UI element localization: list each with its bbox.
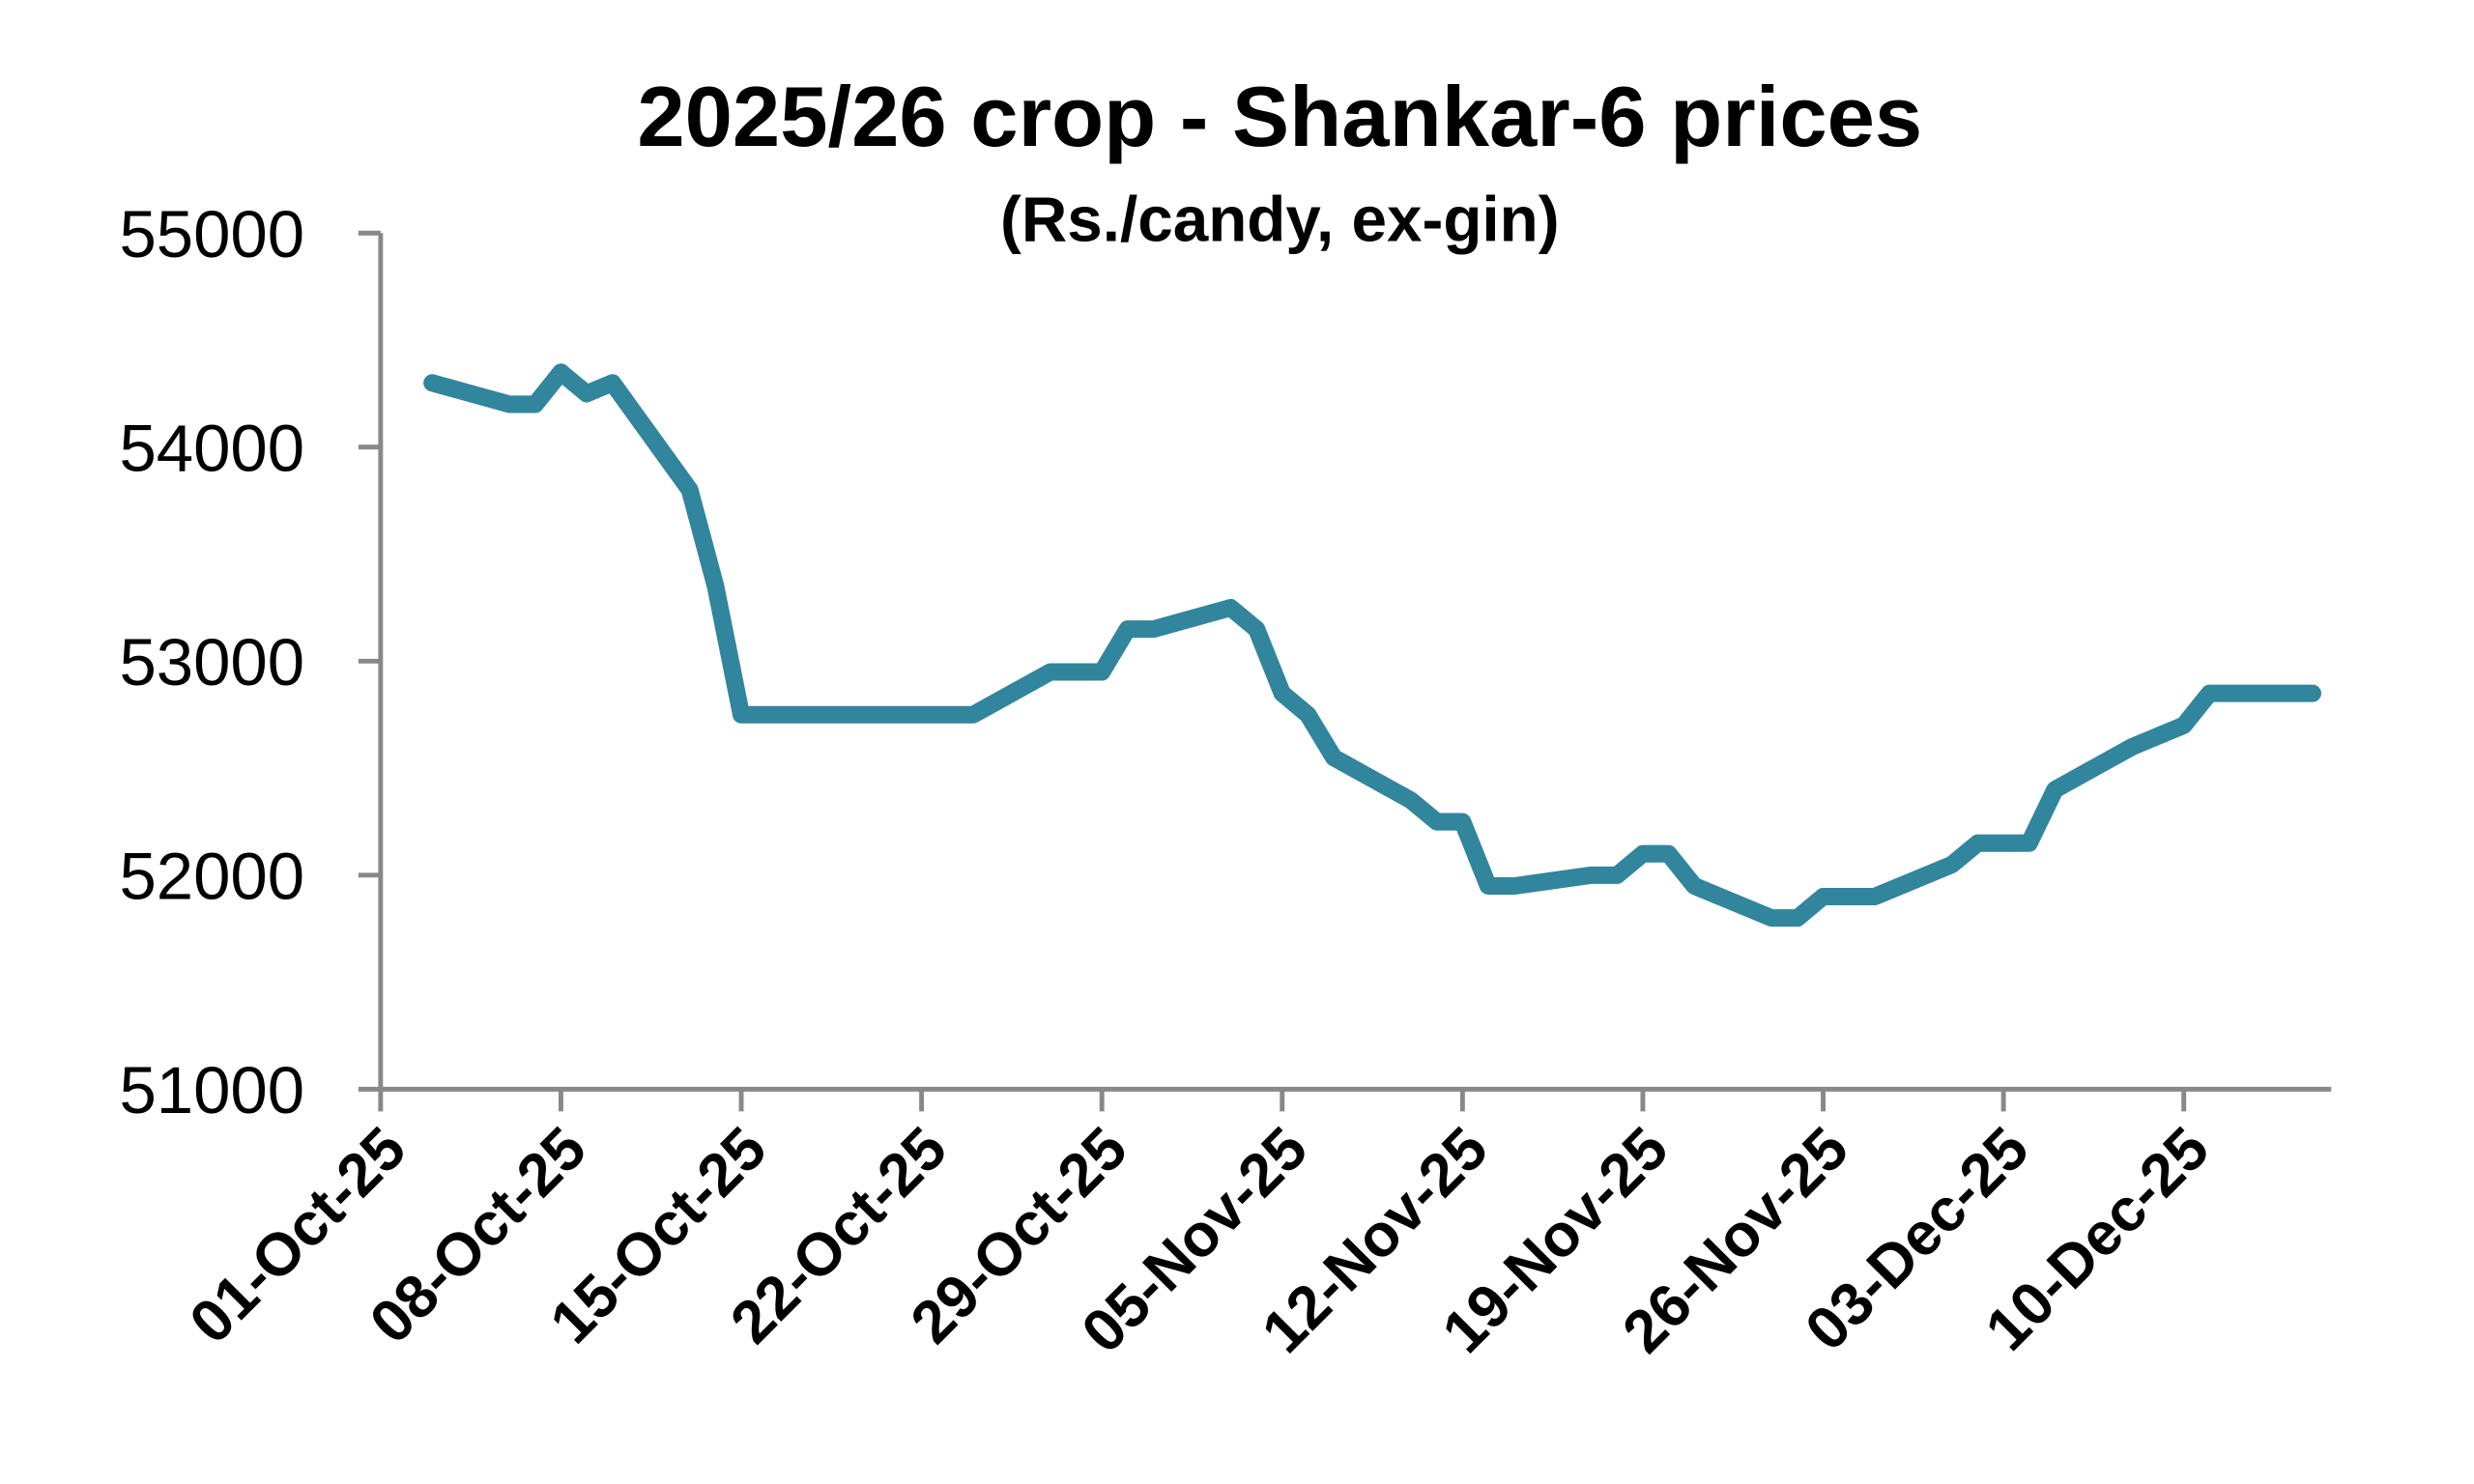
y-tick-label: 55000 (119, 197, 304, 271)
y-tick-label: 52000 (119, 839, 304, 913)
y-tick-label: 54000 (119, 411, 304, 485)
chart-title: 2025/26 crop - Shankar-6 prices (637, 69, 1922, 164)
data-points (431, 372, 2314, 919)
chart-subtitle: (Rs./candy, ex-gin) (1000, 184, 1560, 254)
y-tick-label: 53000 (119, 625, 304, 699)
series-line-shankar-6 (423, 363, 2321, 928)
y-tick-label: 51000 (119, 1053, 304, 1127)
